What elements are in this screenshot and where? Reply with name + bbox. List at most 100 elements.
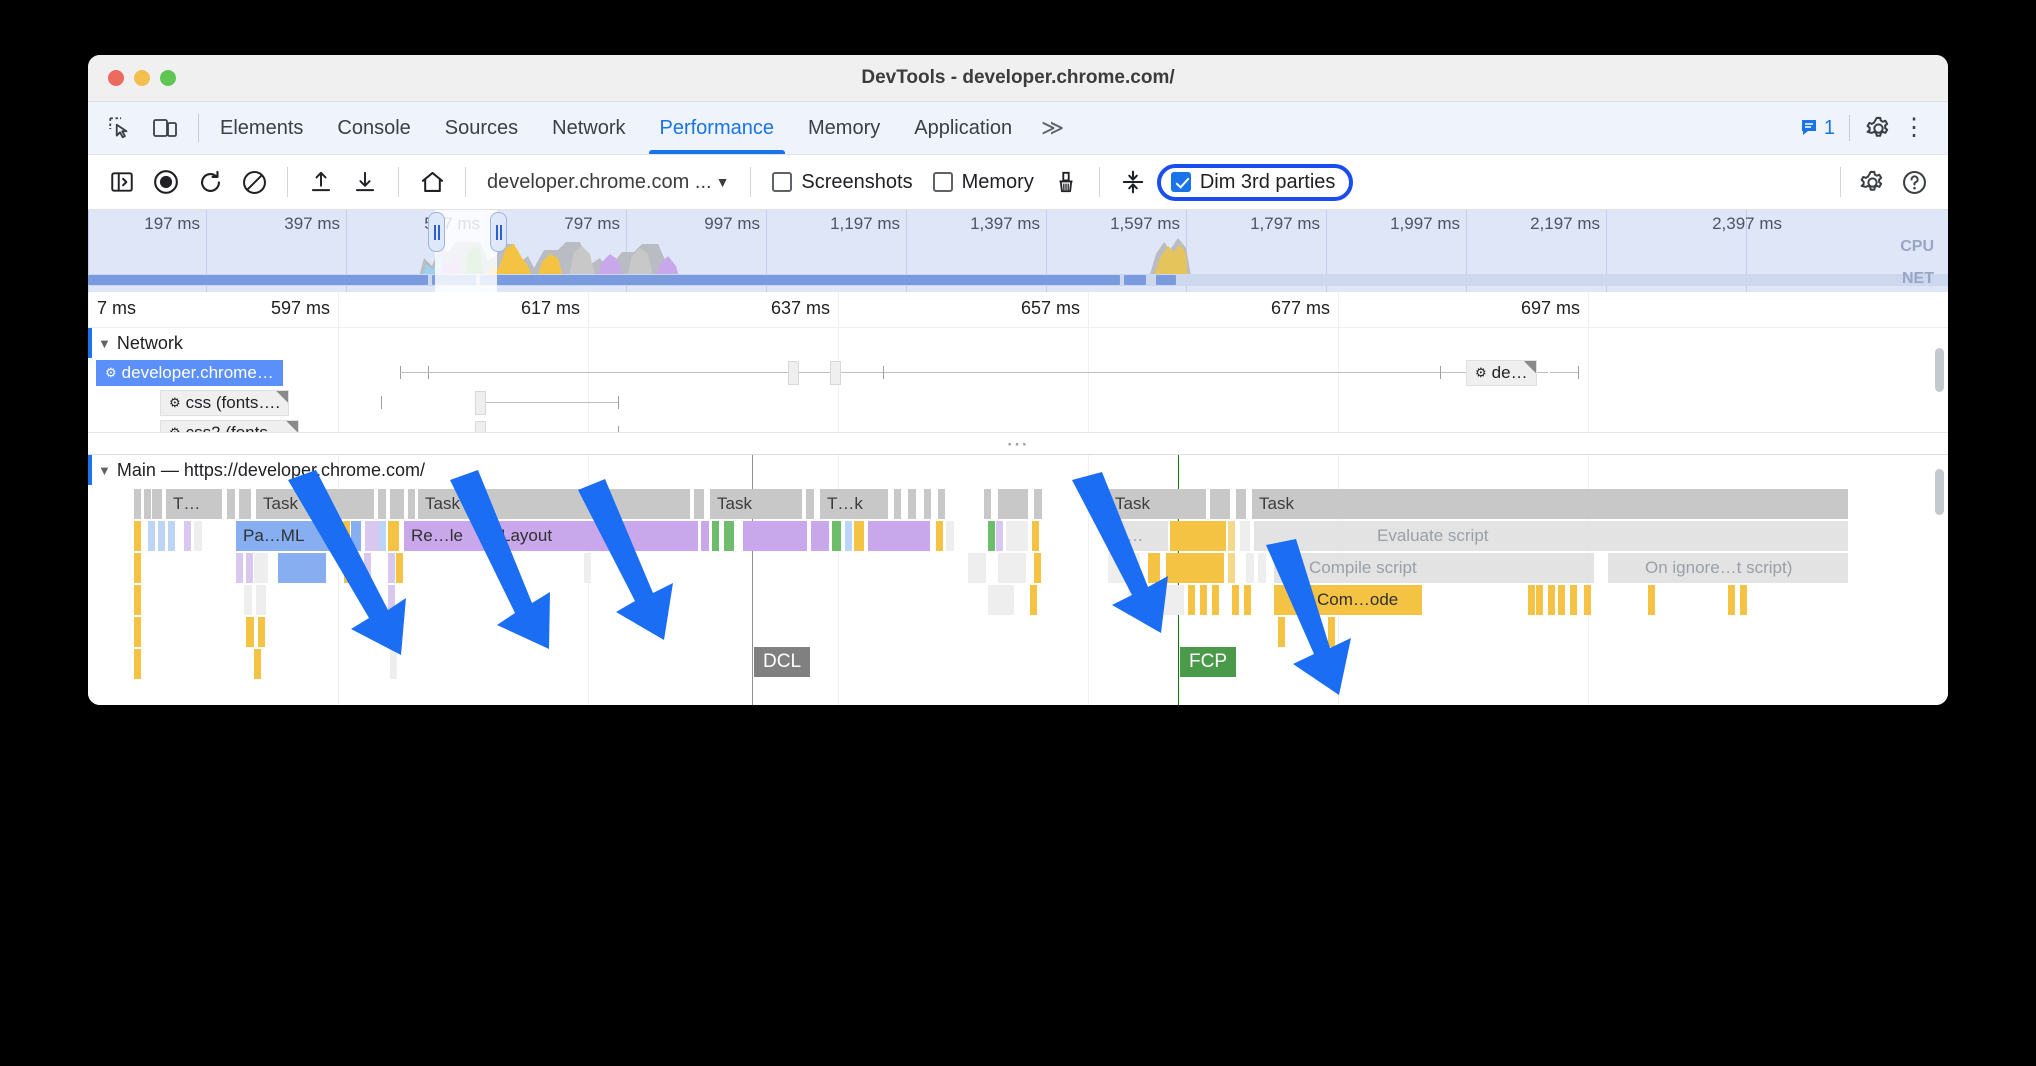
flame-task-block[interactable]: T…k [820, 489, 888, 519]
flame-event[interactable] [868, 521, 930, 551]
flame-event[interactable] [388, 521, 399, 551]
memory-checkbox[interactable]: Memory [925, 171, 1042, 194]
flame-event[interactable] [134, 649, 141, 679]
flame-event[interactable] [134, 585, 141, 615]
flame-event[interactable] [134, 553, 141, 583]
flame-event-evaluate-script[interactable]: Evaluate script [1254, 521, 1848, 551]
flame-event[interactable] [743, 521, 807, 551]
flame-event[interactable] [256, 585, 266, 615]
tab-performance[interactable]: Performance [643, 102, 792, 154]
flame-event[interactable] [379, 521, 386, 551]
gear-icon[interactable] [1864, 114, 1892, 142]
more-tabs-icon[interactable]: ≫ [1029, 102, 1076, 154]
issues-counter[interactable]: 1 [1800, 117, 1835, 140]
flame-event[interactable] [1166, 553, 1224, 583]
flame-event[interactable] [584, 553, 591, 583]
network-request-row[interactable]: ⚙ developer.chrome… [96, 360, 283, 386]
flame-event[interactable] [988, 521, 995, 551]
flame-task-block[interactable]: Task [1252, 489, 1848, 519]
flame-event[interactable] [936, 521, 943, 551]
recording-select[interactable]: developer.chrome.com ... ▼ [479, 171, 737, 194]
flame-event[interactable] [1128, 585, 1148, 615]
flame-event[interactable] [1740, 585, 1747, 615]
flame-event[interactable] [246, 553, 253, 583]
flame-event[interactable] [246, 617, 254, 647]
flame-event[interactable] [1154, 585, 1184, 615]
gear-icon[interactable] [1852, 162, 1892, 202]
flame-event[interactable] [388, 617, 396, 647]
flame-event[interactable] [258, 617, 265, 647]
sidebar-toggle-icon[interactable] [102, 162, 142, 202]
network-group-header[interactable]: ▼ Network [88, 328, 1948, 358]
network-request-row[interactable]: ⚙ css (fonts…. [160, 390, 290, 416]
fcp-marker[interactable]: FCP [1180, 647, 1236, 677]
panel-splitter[interactable]: ⋯ [88, 431, 1948, 456]
flame-event[interactable] [168, 521, 175, 551]
flame-event[interactable] [1148, 553, 1160, 583]
flame-event[interactable] [388, 585, 395, 615]
flame-event[interactable] [388, 553, 395, 583]
flame-event[interactable] [278, 553, 326, 583]
flame-event[interactable] [254, 649, 261, 679]
flame-event[interactable] [1244, 585, 1251, 615]
flame-event[interactable] [1328, 617, 1335, 647]
flame-event[interactable] [1030, 585, 1037, 615]
flame-task-sliver[interactable] [1210, 489, 1230, 519]
flame-task-sliver[interactable] [924, 489, 931, 519]
flame-task-block[interactable]: Task [1108, 489, 1206, 519]
flame-event[interactable] [134, 521, 141, 551]
main-thread-track[interactable]: ▼ Main — https://developer.chrome.com/ T… [88, 455, 1948, 705]
flame-event[interactable] [1200, 585, 1207, 615]
flame-event-on-ignored-script[interactable]: On ignore…t script) [1608, 553, 1848, 583]
flame-event[interactable] [184, 521, 191, 551]
flame-event-parse-html[interactable]: Pa…ML [236, 521, 340, 551]
flame-event[interactable] [158, 521, 165, 551]
flame-task-sliver[interactable] [408, 489, 415, 519]
tab-memory[interactable]: Memory [791, 102, 897, 154]
flame-task-sliver[interactable] [894, 489, 901, 519]
download-icon[interactable] [345, 162, 385, 202]
flame-event[interactable] [1108, 553, 1140, 583]
network-request-row[interactable]: ⚙ de… [1440, 360, 1579, 386]
maximize-window-button[interactable] [160, 70, 176, 86]
flame-task-sliver[interactable] [806, 489, 814, 519]
flame-event[interactable] [365, 521, 372, 551]
flame-event[interactable] [712, 521, 719, 551]
flame-event[interactable] [1570, 585, 1577, 615]
network-scrollbar[interactable] [1935, 348, 1944, 392]
flame-event[interactable] [988, 585, 1014, 615]
flame-event[interactable] [1728, 585, 1735, 615]
flame-event[interactable] [148, 521, 155, 551]
tab-sources[interactable]: Sources [428, 102, 535, 154]
flame-event[interactable] [1032, 521, 1039, 551]
flame-event[interactable] [364, 553, 371, 583]
flame-event[interactable] [701, 521, 709, 551]
network-request-chip[interactable]: ⚙ developer.chrome… [96, 360, 283, 386]
flame-event[interactable] [244, 585, 252, 615]
flame-event[interactable] [351, 521, 361, 551]
overview-handle-left[interactable] [428, 212, 445, 252]
flame-task-sliver[interactable] [984, 489, 991, 519]
flame-task-block[interactable]: Task [418, 489, 690, 519]
flame-event[interactable] [832, 521, 841, 551]
flame-event[interactable] [845, 521, 852, 551]
dcl-marker[interactable]: DCL [754, 647, 811, 677]
flame-event-layout[interactable]: Layout [494, 521, 698, 551]
flame-task-sliver[interactable] [227, 489, 235, 519]
flame-task-sliver[interactable] [378, 489, 386, 519]
tab-console[interactable]: Console [320, 102, 427, 154]
flame-event[interactable] [968, 553, 986, 583]
flame-event[interactable] [352, 553, 359, 583]
overview-selection-window[interactable] [435, 210, 497, 292]
main-group-header[interactable]: ▼ Main — https://developer.chrome.com/ [88, 455, 1948, 485]
flame-event[interactable] [1548, 585, 1555, 615]
flame-event[interactable] [396, 553, 403, 583]
overview-handle-right[interactable] [490, 212, 507, 252]
flame-event[interactable] [1258, 553, 1266, 583]
reload-and-record-icon[interactable] [190, 162, 230, 202]
flame-event[interactable] [811, 521, 829, 551]
flame-event[interactable] [1536, 585, 1543, 615]
flame-event[interactable] [254, 553, 268, 583]
flame-event[interactable] [194, 521, 202, 551]
flame-event[interactable] [1558, 585, 1565, 615]
